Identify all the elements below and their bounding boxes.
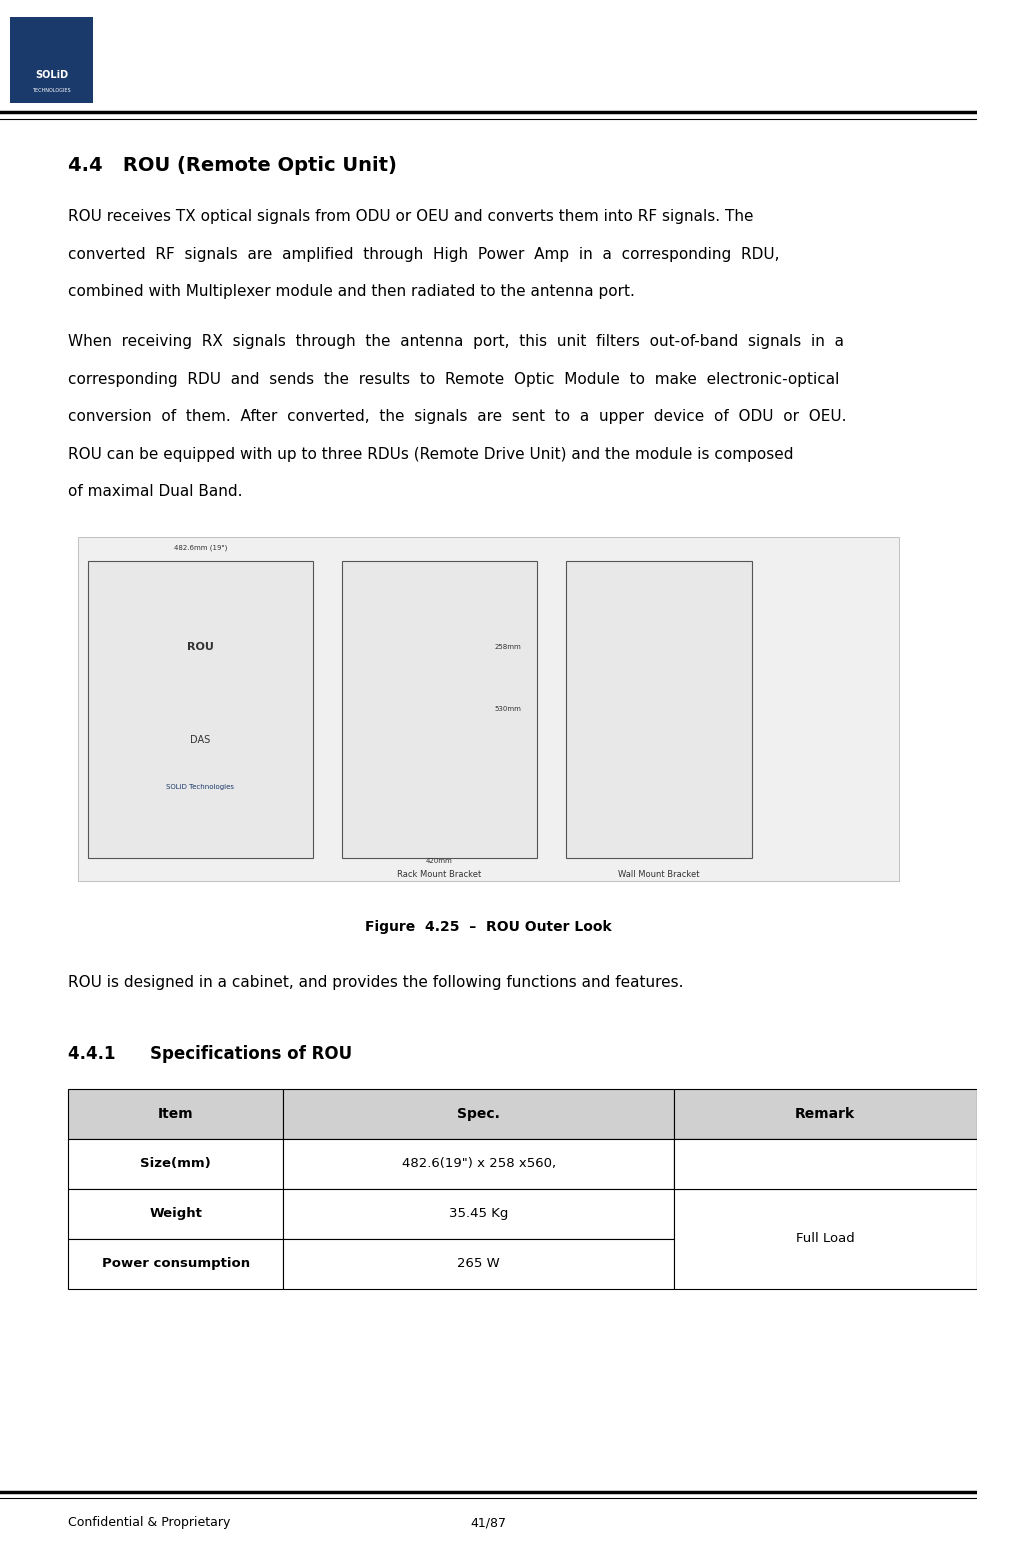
Text: TECHNOLOGIES: TECHNOLOGIES [33,87,71,94]
FancyBboxPatch shape [283,1089,674,1139]
Text: Item: Item [158,1107,194,1120]
Text: 420mm: 420mm [426,858,452,864]
Text: corresponding  RDU  and  sends  the  results  to  Remote  Optic  Module  to  mak: corresponding RDU and sends the results … [68,372,839,387]
FancyBboxPatch shape [566,561,751,858]
Text: Figure  4.25  –  ROU Outer Look: Figure 4.25 – ROU Outer Look [365,920,611,934]
Text: Including Bracket: Including Bracket [766,1157,882,1170]
Text: 530mm: 530mm [494,706,521,712]
Text: SOLiD: SOLiD [36,70,68,80]
FancyBboxPatch shape [68,1239,283,1289]
FancyBboxPatch shape [674,1089,976,1139]
Text: Size(mm): Size(mm) [141,1157,211,1170]
Text: Including Bracket: Including Bracket [766,1157,882,1170]
FancyBboxPatch shape [283,1239,674,1289]
Text: 4.4   ROU (Remote Optic Unit): 4.4 ROU (Remote Optic Unit) [68,156,396,175]
Text: ROU: ROU [186,642,213,651]
Text: 482.6(19") x 258 x560,: 482.6(19") x 258 x560, [401,1157,555,1170]
Text: Wall Mount Bracket: Wall Mount Bracket [618,870,699,879]
Text: 265 W: 265 W [457,1257,499,1270]
FancyBboxPatch shape [283,1189,674,1239]
FancyBboxPatch shape [68,1089,283,1139]
Text: ROU is designed in a cabinet, and provides the following functions and features.: ROU is designed in a cabinet, and provid… [68,975,683,990]
FancyBboxPatch shape [674,1139,976,1189]
FancyBboxPatch shape [341,561,537,858]
Text: conversion  of  them.  After  converted,  the  signals  are  sent  to  a  upper : conversion of them. After converted, the… [68,409,846,425]
FancyBboxPatch shape [10,17,93,103]
Text: When  receiving  RX  signals  through  the  antenna  port,  this  unit  filters : When receiving RX signals through the an… [68,334,844,350]
Text: 35.45 Kg: 35.45 Kg [448,1207,507,1220]
Text: Weight: Weight [149,1207,202,1220]
Text: Remark: Remark [795,1107,855,1120]
FancyBboxPatch shape [78,537,898,881]
Text: 41/87: 41/87 [470,1517,505,1529]
FancyBboxPatch shape [283,1139,674,1189]
Text: combined with Multiplexer module and then radiated to the antenna port.: combined with Multiplexer module and the… [68,284,635,300]
Text: SOLiD Technologies: SOLiD Technologies [166,784,234,790]
Text: DAS: DAS [190,736,210,745]
FancyBboxPatch shape [674,1189,976,1289]
Text: Spec.: Spec. [457,1107,499,1120]
FancyBboxPatch shape [88,561,312,858]
Text: 4.4.1      Specifications of ROU: 4.4.1 Specifications of ROU [68,1045,353,1064]
Text: ROU can be equipped with up to three RDUs (Remote Drive Unit) and the module is : ROU can be equipped with up to three RDU… [68,447,793,462]
FancyBboxPatch shape [68,1189,283,1239]
Text: ROU receives TX optical signals from ODU or OEU and converts them into RF signal: ROU receives TX optical signals from ODU… [68,209,753,225]
FancyBboxPatch shape [674,1139,976,1189]
Text: Power consumption: Power consumption [102,1257,250,1270]
Text: 482.6mm (19"): 482.6mm (19") [173,545,226,551]
Text: converted  RF  signals  are  amplified  through  High  Power  Amp  in  a  corres: converted RF signals are amplified throu… [68,247,780,262]
FancyBboxPatch shape [68,1139,283,1189]
Text: 258mm: 258mm [494,644,521,650]
Text: Rack Mount Bracket: Rack Mount Bracket [397,870,481,879]
Text: Confidential & Proprietary: Confidential & Proprietary [68,1517,230,1529]
Text: Full Load: Full Load [795,1232,854,1245]
Text: of maximal Dual Band.: of maximal Dual Band. [68,484,243,500]
